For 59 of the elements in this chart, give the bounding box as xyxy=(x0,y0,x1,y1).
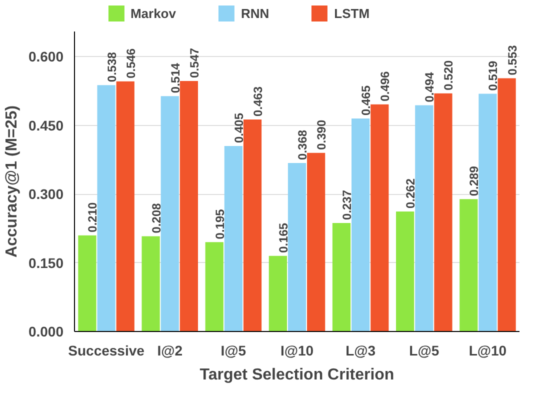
data-label: 0.289 xyxy=(467,166,482,196)
x-axis-title: Target Selection Criterion xyxy=(200,366,394,384)
x-tick-label: L@10 xyxy=(468,342,507,358)
data-label: 0.520 xyxy=(442,60,456,90)
x-tick-label: Successive xyxy=(68,342,145,358)
data-label: 0.546 xyxy=(124,48,138,78)
y-tick-label: 0.150 xyxy=(28,254,64,271)
bar xyxy=(78,235,96,332)
y-tick-label: 0.300 xyxy=(28,186,64,202)
data-label: 0.496 xyxy=(378,70,392,102)
data-label: 0.237 xyxy=(340,190,354,220)
data-label: 0.465 xyxy=(359,85,374,116)
bar xyxy=(352,118,370,332)
bar xyxy=(288,162,306,332)
bar xyxy=(142,236,160,332)
bar xyxy=(268,256,287,332)
data-label: 0.368 xyxy=(296,130,310,160)
data-label: 0.494 xyxy=(422,72,437,102)
bar xyxy=(243,119,262,332)
bar xyxy=(205,242,224,332)
data-label: 0.514 xyxy=(168,62,182,94)
data-label: 0.390 xyxy=(314,120,329,150)
data-label: 0.553 xyxy=(505,44,520,76)
bar xyxy=(460,199,478,332)
bar xyxy=(498,78,516,332)
bar xyxy=(370,104,389,332)
bar xyxy=(434,93,452,332)
legend-label: RNN xyxy=(240,6,270,20)
bar xyxy=(180,80,198,332)
bar xyxy=(396,212,414,332)
y-axis-title: Accuracy@1 (M=25) xyxy=(3,105,20,258)
data-label: 0.208 xyxy=(149,202,164,234)
bar xyxy=(415,105,434,332)
x-tick-label: I@5 xyxy=(220,342,246,358)
legend-label: LSTM xyxy=(334,6,370,20)
data-label: 0.405 xyxy=(232,112,246,144)
bar xyxy=(307,152,326,332)
data-label: 0.210 xyxy=(86,202,100,232)
data-label: 0.262 xyxy=(404,178,418,208)
y-tick-label: 0.450 xyxy=(28,117,64,134)
bar xyxy=(97,85,116,332)
bar xyxy=(332,222,351,332)
data-label: 0.538 xyxy=(104,52,119,82)
data-label: 0.519 xyxy=(486,60,500,91)
x-tick-label: L@5 xyxy=(409,342,440,358)
x-tick-label: I@2 xyxy=(157,342,183,358)
bar xyxy=(478,94,497,332)
x-tick-label: L@3 xyxy=(346,342,376,358)
bar xyxy=(160,96,179,332)
x-tick-label: I@10 xyxy=(280,342,314,358)
bar xyxy=(116,81,134,332)
bar xyxy=(224,146,242,332)
data-label: 0.165 xyxy=(276,222,290,253)
data-label: 0.195 xyxy=(212,208,227,240)
y-tick-label: 0.000 xyxy=(28,324,64,340)
legend-label: Markov xyxy=(130,6,176,20)
data-label: 0.547 xyxy=(187,48,202,78)
y-tick-label: 0.600 xyxy=(28,48,64,65)
data-label: 0.463 xyxy=(251,86,265,116)
